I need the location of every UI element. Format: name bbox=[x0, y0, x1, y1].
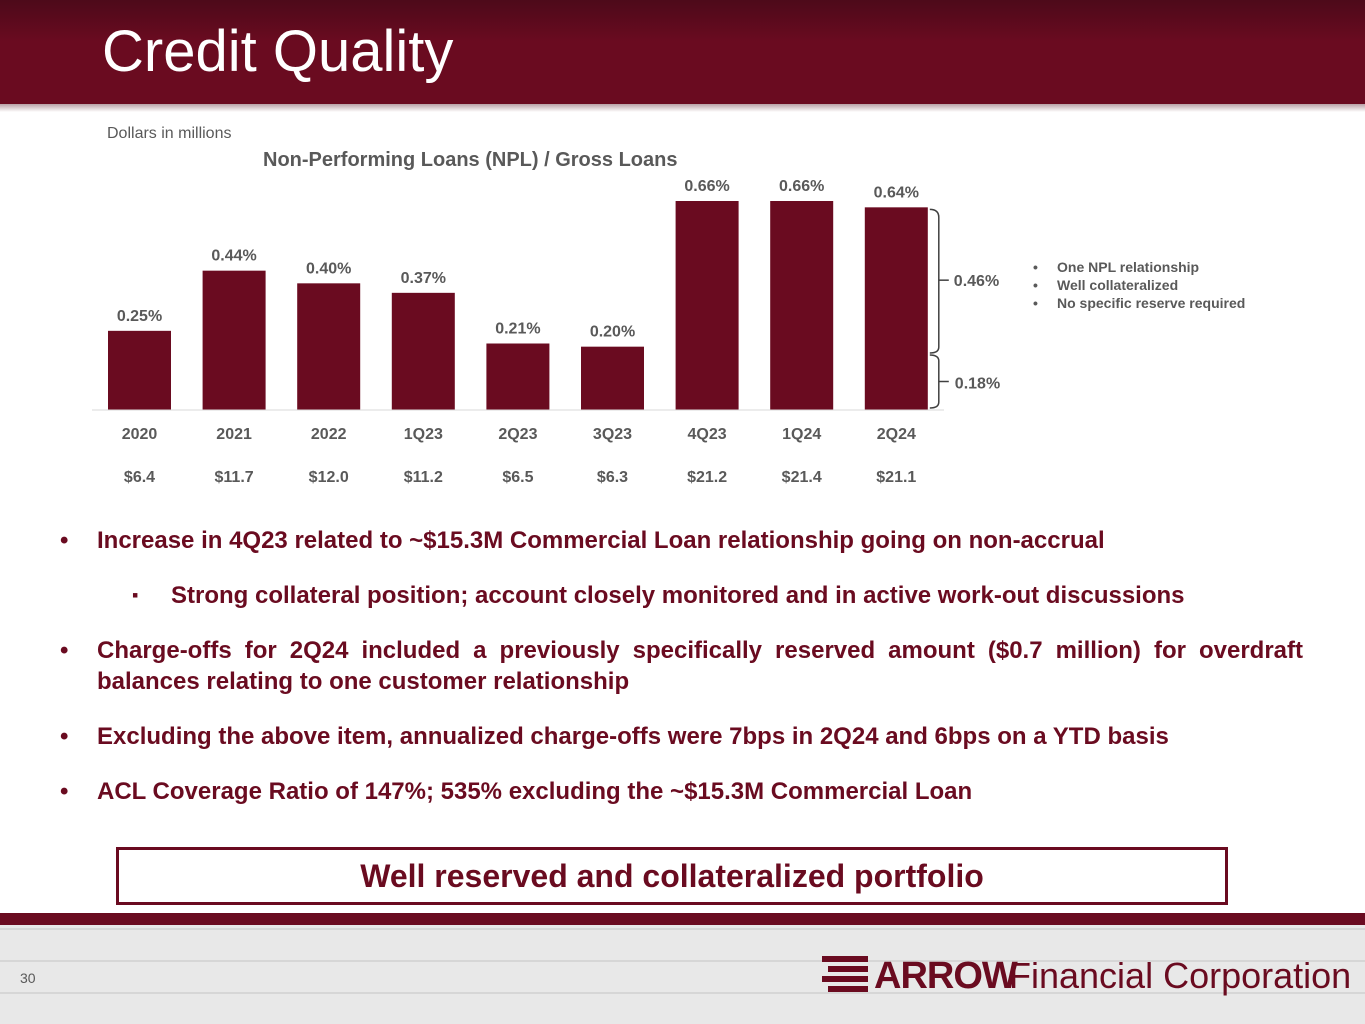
units-note: Dollars in millions bbox=[107, 125, 232, 142]
logo-name: Financial Corporation bbox=[1009, 955, 1352, 996]
bar-value-label: 0.64% bbox=[874, 184, 919, 201]
category-label: 1Q24 bbox=[782, 426, 821, 443]
npl-amount-label: $11.7 bbox=[215, 469, 254, 486]
npl-amount-label: $6.5 bbox=[502, 469, 533, 486]
npl-amount-label: $21.2 bbox=[687, 469, 727, 486]
bar-group: 0.25% 2020 $6.4 0.44% 2021 $11.7 0.40% 2022 $12.… bbox=[108, 178, 928, 486]
bar-value-label: 0.44% bbox=[211, 248, 256, 265]
note-item: No specific reserve required bbox=[1033, 294, 1245, 312]
page-number: 30 bbox=[20, 970, 36, 986]
footer-brick-background bbox=[0, 925, 1365, 1024]
npl-amount-label: $11.2 bbox=[404, 469, 443, 486]
bar-value-label: 0.37% bbox=[401, 270, 446, 287]
sub-bullet-item: Strong collateral position; account clos… bbox=[60, 580, 1303, 611]
bullet-list: Increase in 4Q23 related to ~$15.3M Comm… bbox=[60, 525, 1303, 831]
bullet-item: Increase in 4Q23 related to ~$15.3M Comm… bbox=[60, 525, 1303, 556]
bar-value-label: 0.21% bbox=[495, 321, 540, 338]
bullet-item: Charge-offs for 2Q24 included a previous… bbox=[60, 635, 1303, 697]
npl-amount-label: $12.0 bbox=[309, 469, 349, 486]
npl-amount-label: $21.1 bbox=[876, 469, 916, 486]
callout-box: Well reserved and collateralized portfol… bbox=[116, 847, 1228, 905]
bar-1q24 bbox=[770, 201, 834, 410]
category-label: 1Q23 bbox=[404, 426, 443, 443]
bullet-item: ACL Coverage Ratio of 147%; 535% excludi… bbox=[60, 776, 1303, 807]
npl-amount-label: $6.4 bbox=[124, 469, 155, 486]
company-logo: ARROW Financial Corporation bbox=[822, 952, 1352, 1000]
bar-2020 bbox=[108, 330, 171, 410]
breakdown-label-top: 0.46% bbox=[954, 273, 999, 290]
bullet-item: Excluding the above item, annualized cha… bbox=[60, 721, 1303, 752]
bar-value-label: 0.66% bbox=[779, 178, 824, 195]
category-label: 2Q24 bbox=[877, 426, 916, 443]
header-band bbox=[0, 0, 1365, 104]
logo-arrow-icon bbox=[822, 956, 872, 992]
category-label: 4Q23 bbox=[688, 426, 727, 443]
bar-2021 bbox=[202, 270, 266, 410]
category-label: 2Q23 bbox=[498, 426, 537, 443]
bar-value-label: 0.25% bbox=[117, 308, 162, 325]
category-label: 2021 bbox=[216, 426, 252, 443]
category-label: 2020 bbox=[122, 426, 158, 443]
chart-title: Non-Performing Loans (NPL) / Gross Loans bbox=[263, 149, 678, 171]
bracket-bottom bbox=[929, 354, 940, 409]
note-item: One NPL relationship bbox=[1033, 258, 1245, 276]
breakdown-notes: One NPL relationship Well collateralized… bbox=[1033, 258, 1245, 312]
bar-2q24 bbox=[864, 207, 928, 410]
bar-value-label: 0.40% bbox=[306, 260, 351, 277]
bar-3q23 bbox=[581, 346, 644, 410]
category-label: 3Q23 bbox=[593, 426, 632, 443]
logo-brand: ARROW bbox=[874, 955, 1018, 997]
npl-bar-chart: 0.25% 2020 $6.4 0.44% 2021 $11.7 0.40% 2022 $12.… bbox=[92, 178, 1000, 486]
note-item: Well collateralized bbox=[1033, 276, 1245, 294]
npl-amount-label: $21.4 bbox=[782, 469, 822, 486]
breakdown-label-bottom: 0.18% bbox=[955, 376, 1000, 393]
npl-amount-label: $6.3 bbox=[597, 469, 628, 486]
bar-4q23 bbox=[675, 201, 739, 410]
bar-value-label: 0.66% bbox=[684, 178, 729, 195]
bar-value-label: 0.20% bbox=[590, 324, 635, 341]
bar-2q23 bbox=[486, 343, 550, 410]
page-title: Credit Quality bbox=[102, 19, 454, 84]
breakdown-bracket: 0.46% 0.18% bbox=[929, 208, 1000, 409]
bar-1q23 bbox=[391, 292, 455, 410]
header-shadow bbox=[0, 104, 1365, 112]
bar-2022 bbox=[297, 283, 361, 410]
category-label: 2022 bbox=[311, 426, 347, 443]
footer-band bbox=[0, 913, 1365, 925]
bracket-top bbox=[929, 208, 940, 354]
